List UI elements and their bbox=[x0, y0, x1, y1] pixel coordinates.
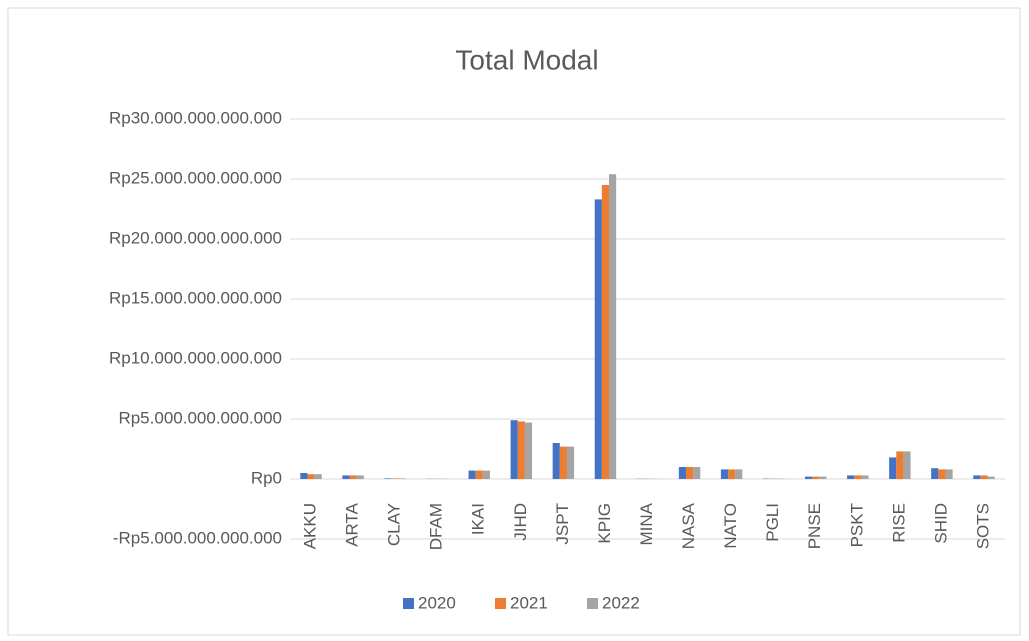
x-tick-label: JSPT bbox=[553, 503, 572, 545]
x-tick-label: SOTS bbox=[973, 503, 992, 549]
bar bbox=[903, 451, 911, 479]
x-tick-label: NATO bbox=[721, 503, 740, 549]
bar bbox=[896, 451, 904, 479]
x-tick-label: RISE bbox=[889, 503, 908, 543]
x-tick-label: DFAM bbox=[427, 503, 446, 550]
bar bbox=[861, 475, 869, 479]
bar bbox=[566, 446, 575, 479]
bar bbox=[559, 446, 567, 479]
legend-label: 2021 bbox=[510, 593, 548, 612]
legend-label: 2020 bbox=[418, 593, 456, 612]
bar bbox=[854, 475, 862, 479]
bar bbox=[735, 469, 743, 479]
bar bbox=[314, 474, 322, 479]
bar bbox=[938, 469, 946, 479]
y-tick-label: Rp25.000.000.000.000 bbox=[109, 168, 282, 187]
x-tick-label: PGLI bbox=[763, 503, 782, 542]
bar bbox=[931, 468, 939, 479]
bar bbox=[391, 478, 399, 479]
bar bbox=[524, 422, 533, 479]
bar bbox=[594, 199, 602, 479]
bar bbox=[468, 470, 476, 479]
y-tick-label: Rp15.000.000.000.000 bbox=[109, 288, 282, 307]
legend-swatch bbox=[587, 598, 598, 609]
bar bbox=[693, 467, 701, 479]
bar bbox=[889, 457, 897, 479]
x-tick-label: NASA bbox=[679, 502, 698, 549]
legend-swatch bbox=[403, 598, 414, 609]
y-tick-label: Rp5.000.000.000.000 bbox=[118, 408, 282, 427]
y-tick-label: Rp20.000.000.000.000 bbox=[109, 228, 282, 247]
bar bbox=[510, 420, 518, 479]
bar bbox=[847, 475, 855, 479]
bar bbox=[342, 475, 350, 479]
bar bbox=[812, 476, 820, 479]
bar bbox=[945, 469, 953, 479]
bar bbox=[601, 185, 610, 479]
bar bbox=[685, 467, 694, 479]
legend-label: 2022 bbox=[602, 593, 640, 612]
bar bbox=[728, 469, 736, 479]
bar bbox=[307, 474, 315, 479]
chart-title: Total Modal bbox=[455, 44, 598, 75]
bar bbox=[819, 476, 827, 479]
bar bbox=[609, 174, 617, 479]
x-tick-label: ARTA bbox=[343, 502, 362, 546]
bar bbox=[980, 475, 988, 479]
bar bbox=[678, 467, 686, 479]
bar bbox=[973, 475, 981, 479]
bar bbox=[517, 421, 525, 479]
x-tick-label: AKKU bbox=[301, 503, 320, 549]
x-tick-label: PSKT bbox=[847, 503, 866, 547]
bar bbox=[552, 443, 560, 479]
bar bbox=[482, 470, 490, 479]
x-tick-label: KPIG bbox=[595, 503, 614, 544]
y-tick-label: Rp10.000.000.000.000 bbox=[109, 348, 282, 367]
x-tick-label: PNSE bbox=[805, 503, 824, 549]
bar bbox=[720, 469, 729, 479]
bar bbox=[805, 476, 813, 479]
bar bbox=[475, 470, 483, 479]
x-tick-label: JIHD bbox=[511, 503, 530, 541]
bar bbox=[384, 478, 392, 479]
bar bbox=[398, 478, 406, 479]
legend-swatch bbox=[495, 598, 506, 609]
bar bbox=[349, 475, 357, 479]
bar bbox=[987, 476, 995, 479]
x-tick-label: SHID bbox=[931, 503, 950, 544]
x-tick-label: IKAI bbox=[469, 503, 488, 535]
bar bbox=[300, 473, 308, 479]
x-tick-label: CLAY bbox=[385, 503, 404, 546]
y-tick-label: -Rp5.000.000.000.000 bbox=[113, 528, 282, 547]
bar bbox=[356, 475, 364, 479]
chart-frame bbox=[7, 7, 1021, 636]
y-tick-label: Rp0 bbox=[251, 468, 282, 487]
y-tick-label: Rp30.000.000.000.000 bbox=[109, 108, 282, 127]
x-tick-label: MINA bbox=[637, 502, 656, 545]
